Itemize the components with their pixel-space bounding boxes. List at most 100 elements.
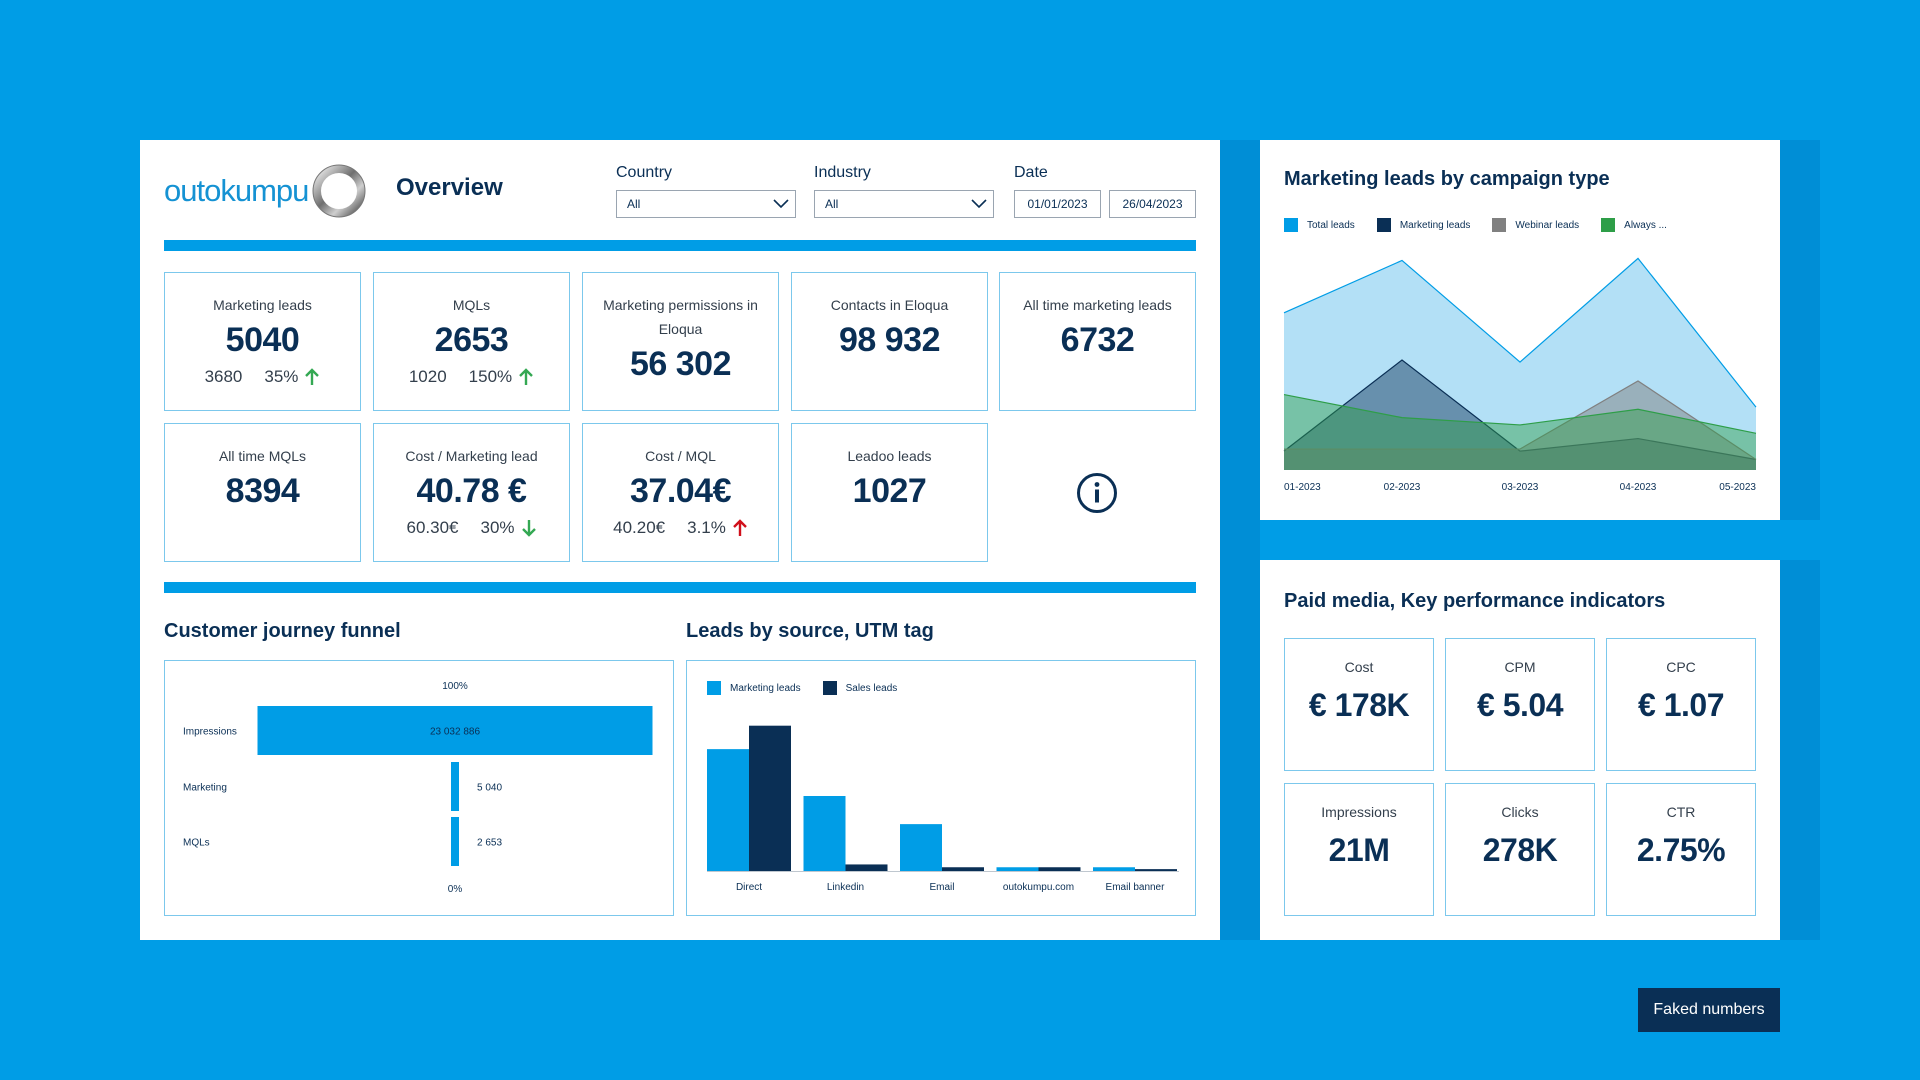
country-filter: Country All <box>616 164 796 218</box>
source-bar <box>749 725 791 871</box>
card-label: Contacts in Eloqua <box>830 297 949 313</box>
kpi-label: Cost <box>1344 659 1374 675</box>
card-leadoo-leads: Leadoo leads 1027 <box>791 423 988 562</box>
kpi-label: CTR <box>1666 804 1696 820</box>
arrow-down-icon <box>521 520 536 537</box>
source-bar <box>1038 867 1081 871</box>
campaign-line-0 <box>1283 257 1757 408</box>
card-contacts-in-eloqua: Contacts in Eloqua 98 932 <box>791 272 988 411</box>
info-icon[interactable] <box>1076 472 1118 514</box>
kpi-value: € 178K <box>1308 687 1410 723</box>
brand-logo: outokumpu <box>164 164 366 218</box>
card-mqls: MQLs 2653 1020 150% <box>373 272 570 411</box>
ring-logo-icon <box>312 164 366 218</box>
source-bar <box>1135 869 1177 871</box>
date-end-input[interactable]: 26/04/2023 <box>1109 190 1196 218</box>
campaign-legend: Total leads Marketing leads Webinar lead… <box>1284 218 1667 232</box>
sources-title: Leads by source, UTM tag <box>686 620 934 642</box>
funnel-chart: 100% 0% Impressions 23 032 886 Marketing 5 … <box>164 660 674 916</box>
source-category-label: Email <box>929 882 954 893</box>
card-change: 150% <box>468 367 513 386</box>
logo-text: outokumpu <box>164 173 309 208</box>
kpi-label: CPC <box>1666 659 1696 675</box>
funnel-bar <box>451 762 459 811</box>
chevron-down-icon <box>773 199 789 209</box>
card-value: 2653 <box>434 321 509 359</box>
card-label: All time marketing leads <box>1023 297 1172 313</box>
campaign-x-tick: 01-2023 <box>1284 482 1321 493</box>
kpi-label: CPM <box>1504 659 1536 675</box>
card-value: 1027 <box>852 472 927 510</box>
funnel-top-label: 100% <box>442 681 468 692</box>
legend-swatch <box>1601 218 1616 232</box>
legend-swatch <box>1376 218 1391 232</box>
card-value: 56 302 <box>630 345 732 383</box>
paid-media-panel: Paid media, Key performance indicators C… <box>1260 560 1780 940</box>
funnel-value-label: 23 032 886 <box>430 727 480 738</box>
kpi-value: 2.75% <box>1636 832 1726 868</box>
source-bar <box>1093 867 1135 871</box>
funnel-bar <box>257 706 653 755</box>
card-prev-value: 1020 <box>408 367 447 386</box>
divider-bar <box>164 582 1196 593</box>
source-bar <box>942 867 984 871</box>
card-label: Marketing leads <box>213 297 312 313</box>
kpi-ctr: CTR 2.75% <box>1606 783 1756 916</box>
card-value: 40.78 € <box>416 472 527 510</box>
legend-label: Marketing leads <box>730 682 801 694</box>
funnel-category-label: MQLs <box>183 838 210 849</box>
industry-label: Industry <box>814 164 871 181</box>
card-value: 98 932 <box>839 321 941 359</box>
country-select-value: All <box>627 197 641 211</box>
legend-swatch <box>707 681 721 695</box>
source-category-label: Direct <box>736 882 762 893</box>
campaign-x-tick: 03-2023 <box>1502 482 1539 493</box>
legend-swatch <box>822 681 837 695</box>
source-bar <box>900 824 942 871</box>
overview-panel: outokumpu Overview Country All Industry … <box>140 140 1220 940</box>
industry-filter: Industry All <box>814 164 994 218</box>
campaign-x-tick: 02-2023 <box>1384 482 1421 493</box>
legend-label: Webinar leads <box>1515 219 1580 231</box>
kpi-impressions: Impressions 21M <box>1284 783 1434 916</box>
arrow-up-icon <box>733 519 747 536</box>
card-label: Leadoo leads <box>847 448 932 464</box>
card-label: All time MQLs <box>218 448 307 464</box>
industry-select[interactable]: All <box>814 190 994 218</box>
card-prev-value: 3680 <box>204 367 243 386</box>
date-start-input[interactable]: 01/01/2023 <box>1014 190 1101 218</box>
card-change: 3.1% <box>687 518 726 537</box>
card-value: 6732 <box>1060 321 1135 359</box>
funnel-category-label: Marketing <box>183 783 227 794</box>
accent-strip-main <box>1220 140 1260 940</box>
card-value: 37.04€ <box>630 472 732 510</box>
country-label: Country <box>616 164 673 181</box>
kpi-label: Clicks <box>1501 804 1539 820</box>
industry-select-value: All <box>825 197 839 211</box>
kpi-value: € 1.07 <box>1638 687 1724 723</box>
legend-swatch <box>1284 218 1298 232</box>
paid-title: Paid media, Key performance indicators <box>1284 590 1666 612</box>
chevron-down-icon <box>971 199 987 209</box>
kpi-value: 21M <box>1328 832 1390 868</box>
campaign-line-2 <box>1284 380 1757 461</box>
legend-label: Total leads <box>1307 219 1355 231</box>
country-select[interactable]: All <box>616 190 796 218</box>
funnel-value-label: 2 653 <box>477 838 502 849</box>
source-category-label: Email banner <box>1106 882 1166 893</box>
card-cost-per-marketing-lead: Cost / Marketing lead 40.78 € 60.30€ 30% <box>373 423 570 562</box>
funnel-value-label: 5 040 <box>477 783 502 794</box>
kpi-value: 278K <box>1482 832 1558 868</box>
campaign-line-3 <box>1283 393 1757 434</box>
accent-strip-right-top <box>1780 140 1820 520</box>
card-marketing-leads: Marketing leads 5040 3680 35% <box>164 272 361 411</box>
kpi-value: € 5.04 <box>1477 687 1563 723</box>
source-bar <box>803 796 846 871</box>
sources-legend: Marketing leads Sales leads <box>707 681 897 695</box>
funnel-title: Customer journey funnel <box>164 620 401 642</box>
card-all-time-marketing-leads: All time marketing leads 6732 <box>999 272 1196 411</box>
faked-numbers-badge: Faked numbers <box>1638 988 1780 1032</box>
date-filter: Date 01/01/2023 26/04/2023 <box>1014 164 1196 218</box>
divider-bar <box>164 240 1196 251</box>
card-value: 8394 <box>225 472 300 510</box>
